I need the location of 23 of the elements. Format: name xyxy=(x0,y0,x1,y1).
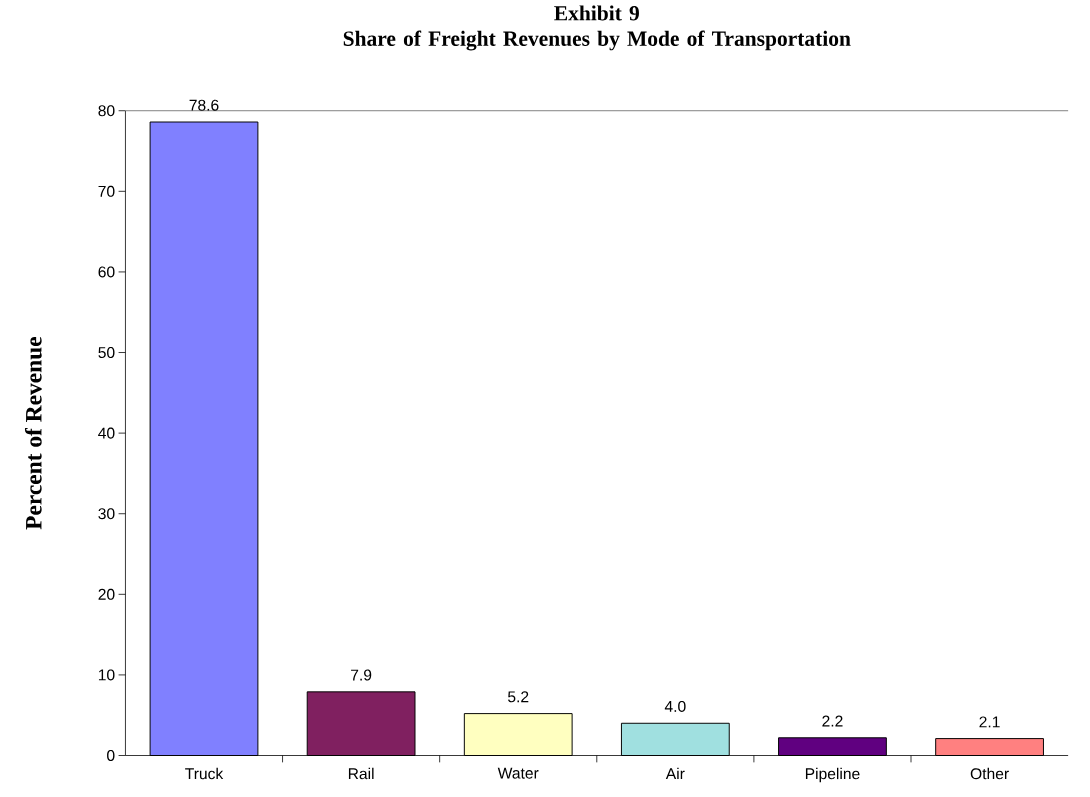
data-label: 7.9 xyxy=(351,669,372,681)
y-tick-label: 40 xyxy=(98,427,115,439)
y-axis-title: Percent of Revenue xyxy=(24,337,42,530)
y-tick-label: 70 xyxy=(98,185,115,198)
chart-title: Exhibit 9 Share of Freight Revenues by Mode of Transportation xyxy=(343,5,851,51)
data-label: 2.2 xyxy=(822,715,843,727)
x-tick-label: Air xyxy=(665,767,685,780)
x-tick-label: Rail xyxy=(348,767,374,780)
y-tick-label: 10 xyxy=(98,669,115,681)
y-tick-label: 0 xyxy=(107,750,115,762)
data-label: 2.1 xyxy=(979,716,1000,728)
x-tick-label: Water xyxy=(497,767,539,779)
x-tick-label: Pipeline xyxy=(805,767,860,783)
x-tick-label: Truck xyxy=(185,767,224,780)
y-tick-label: 60 xyxy=(98,266,115,278)
y-tick-label: 20 xyxy=(98,588,115,601)
x-tick-label: Other xyxy=(970,767,1009,780)
y-tick-label: 50 xyxy=(98,347,115,359)
data-label: 5.2 xyxy=(508,691,529,703)
data-label: 4.0 xyxy=(664,701,686,713)
data-label: 78.6 xyxy=(189,99,219,111)
y-tick-label: 30 xyxy=(98,508,115,520)
y-tick-label: 80 xyxy=(98,105,115,117)
